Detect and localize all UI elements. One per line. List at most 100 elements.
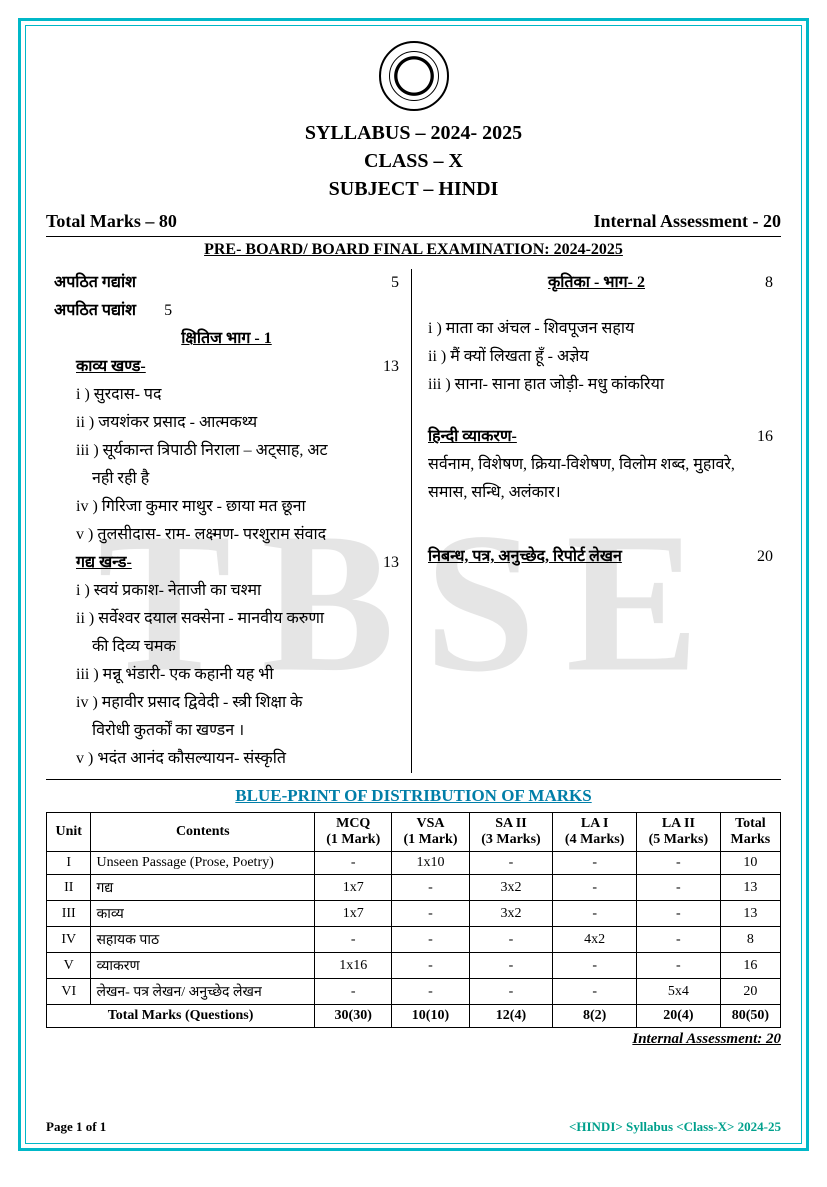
exam-title: PRE- BOARD/ BOARD FINAL EXAMINATION: 202…	[46, 241, 781, 259]
outer-border: SYLLABUS – 2024- 2025 CLASS – X SUBJECT …	[18, 18, 809, 1151]
table-cell: 8	[720, 927, 780, 953]
vyakaran-marks: 16	[757, 423, 773, 451]
table-header: Contents	[91, 813, 315, 852]
table-cell: -	[553, 852, 637, 875]
table-cell: -	[392, 875, 469, 901]
table-cell: 3x2	[469, 875, 553, 901]
table-cell: गद्य	[91, 875, 315, 901]
table-header: TotalMarks	[720, 813, 780, 852]
total-cell: 12(4)	[469, 1005, 553, 1028]
table-row: IVसहायक पाठ---4x2-8	[47, 927, 781, 953]
table-cell: III	[47, 901, 91, 927]
table-cell: -	[637, 901, 721, 927]
table-header: SA II(3 Marks)	[469, 813, 553, 852]
table-header: Unit	[47, 813, 91, 852]
gadya-item-1: i ) स्वयं प्रकाश- नेताजी का चश्मा	[54, 577, 399, 605]
doc-footer: <HINDI> Syllabus <Class-X> 2024-25	[569, 1119, 781, 1135]
kavya-marks: 13	[383, 353, 399, 381]
syllabus-columns: अपठित गद्यांश5 अपठित पद्यांश 5 क्षितिज भ…	[46, 269, 781, 780]
table-cell: II	[47, 875, 91, 901]
blueprint-title: BLUE-PRINT OF DISTRIBUTION OF MARKS	[46, 786, 781, 806]
vyakaran-heading: हिन्दी व्याकरण-	[428, 423, 517, 451]
table-cell: Unseen Passage (Prose, Poetry)	[91, 852, 315, 875]
table-cell: 13	[720, 875, 780, 901]
table-header: MCQ(1 Mark)	[315, 813, 392, 852]
total-cell: 8(2)	[553, 1005, 637, 1028]
gadya-item-5: v ) भदंत आनंद कौसल्यायन- संस्कृति	[54, 745, 399, 773]
table-cell: IV	[47, 927, 91, 953]
lekhan-marks: 20	[757, 543, 773, 571]
table-row: IUnseen Passage (Prose, Poetry)-1x10---1…	[47, 852, 781, 875]
table-cell: -	[553, 953, 637, 979]
right-column: कृतिका - भाग- 28 i ) माता का अंचल - शिवप…	[412, 269, 781, 773]
unseen-poetry-marks: 5	[164, 302, 172, 319]
total-cell: 20(4)	[637, 1005, 721, 1028]
table-cell: -	[315, 927, 392, 953]
kritika-item-2: ii ) मैं क्यों लिखता हूँ - अज्ञेय	[428, 343, 773, 371]
table-cell: -	[469, 852, 553, 875]
table-total-row: Total Marks (Questions)30(30)10(10)12(4)…	[47, 1005, 781, 1028]
kritika-item-3: iii ) साना- साना हात जोड़ी- मधु कांकरिया	[428, 371, 773, 399]
kavya-item-3b: नही रही है	[54, 465, 399, 493]
blueprint-table: UnitContentsMCQ(1 Mark)VSA(1 Mark)SA II(…	[46, 812, 781, 1028]
table-cell: -	[315, 979, 392, 1005]
kavya-item-1: i ) सुरदास- पद	[54, 381, 399, 409]
table-cell: 13	[720, 901, 780, 927]
board-logo	[379, 41, 449, 111]
kritika-item-1: i ) माता का अंचल - शिवपूजन सहाय	[428, 315, 773, 343]
page-number: Page 1 of 1	[46, 1119, 106, 1135]
total-label: Total Marks (Questions)	[47, 1005, 315, 1028]
table-cell: I	[47, 852, 91, 875]
table-cell: -	[637, 927, 721, 953]
kritika-heading: कृतिका - भाग- 2	[428, 269, 765, 297]
table-cell: 10	[720, 852, 780, 875]
header-block: SYLLABUS – 2024- 2025 CLASS – X SUBJECT …	[46, 119, 781, 203]
unseen-prose: अपठित गद्यांश	[54, 269, 136, 297]
page-footer: Page 1 of 1 <HINDI> Syllabus <Class-X> 2…	[46, 1119, 781, 1135]
table-cell: 20	[720, 979, 780, 1005]
marks-row: Total Marks – 80 Internal Assessment - 2…	[46, 211, 781, 232]
table-cell: -	[637, 875, 721, 901]
kavya-item-2: ii ) जयशंकर प्रसाद - आत्मकथ्य	[54, 409, 399, 437]
table-row: VIलेखन- पत्र लेखन/ अनुच्छेद लेखन----5x42…	[47, 979, 781, 1005]
syllabus-title: SYLLABUS – 2024- 2025	[46, 119, 781, 147]
table-cell: -	[392, 901, 469, 927]
total-marks: Total Marks – 80	[46, 211, 177, 232]
table-row: Vव्याकरण1x16----16	[47, 953, 781, 979]
gadya-item-2: ii ) सर्वेश्वर दयाल सक्सेना - मानवीय करु…	[54, 605, 399, 633]
book-kshitij: क्षितिज भाग - 1	[54, 325, 399, 353]
table-cell: VI	[47, 979, 91, 1005]
unseen-poetry: अपठित पद्यांश	[54, 302, 136, 319]
class-title: CLASS – X	[46, 147, 781, 175]
gadya-heading: गद्य खन्ड-	[54, 549, 132, 577]
table-row: IIIकाव्य1x7-3x2--13	[47, 901, 781, 927]
gadya-marks: 13	[383, 549, 399, 577]
table-cell: V	[47, 953, 91, 979]
table-cell: -	[553, 979, 637, 1005]
table-cell: -	[315, 852, 392, 875]
total-cell: 80(50)	[720, 1005, 780, 1028]
table-cell: 1x7	[315, 875, 392, 901]
table-header: LA I(4 Marks)	[553, 813, 637, 852]
vyakaran-items: सर्वनाम, विशेषण, क्रिया-विशेषण, विलोम शब…	[428, 451, 773, 507]
left-column: अपठित गद्यांश5 अपठित पद्यांश 5 क्षितिज भ…	[46, 269, 412, 773]
table-cell: -	[553, 875, 637, 901]
total-cell: 30(30)	[315, 1005, 392, 1028]
divider	[46, 236, 781, 237]
table-header: LA II(5 Marks)	[637, 813, 721, 852]
table-cell: -	[469, 979, 553, 1005]
subject-title: SUBJECT – HINDI	[46, 175, 781, 203]
internal-assessment: Internal Assessment - 20	[594, 211, 782, 232]
kavya-item-5: v ) तुलसीदास- राम- लक्ष्मण- परशुराम संवा…	[54, 521, 399, 549]
kritika-marks: 8	[765, 269, 773, 297]
table-cell: -	[392, 979, 469, 1005]
gadya-item-3: iii ) मन्नू भंडारी- एक कहानी यह भी	[54, 661, 399, 689]
table-cell: -	[637, 953, 721, 979]
table-cell: 1x10	[392, 852, 469, 875]
inner-content: SYLLABUS – 2024- 2025 CLASS – X SUBJECT …	[25, 25, 802, 1144]
table-cell: सहायक पाठ	[91, 927, 315, 953]
gadya-item-4b: विरोधी कुतर्कों का खण्डन ।	[54, 717, 399, 745]
kavya-heading: काव्य खण्ड-	[54, 353, 146, 381]
lekhan-heading: निबन्ध, पत्र, अनुच्छेद, रिपोर्ट लेखन	[428, 543, 622, 571]
table-cell: -	[553, 901, 637, 927]
